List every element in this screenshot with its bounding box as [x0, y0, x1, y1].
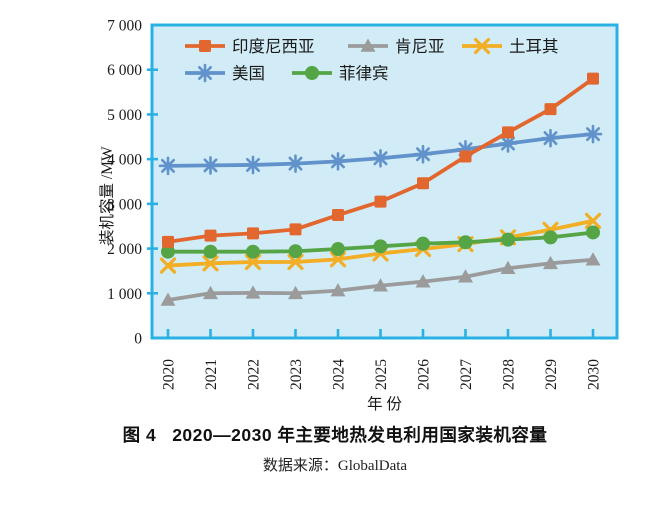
- marker-square: [502, 126, 514, 139]
- marker-asterisk: [286, 154, 305, 173]
- x-tick-label: 2030: [586, 359, 603, 390]
- y-tick-label: 2 000: [107, 241, 142, 258]
- marker-square: [204, 229, 217, 242]
- legend-item-5: 菲律宾: [292, 64, 389, 83]
- marker-square: [162, 235, 174, 248]
- marker-square: [247, 227, 259, 240]
- figure-title: 2020—2030 年主要地热发电利用国家装机容量: [172, 425, 548, 445]
- legend-label: 菲律宾: [339, 64, 389, 83]
- marker-circle: [161, 244, 175, 259]
- marker-x: [584, 212, 602, 229]
- series-4: [158, 124, 603, 176]
- marker-circle: [246, 244, 260, 259]
- data-source: 数据来源：GlobalData: [262, 458, 408, 474]
- legend-item-2: 肯尼亚: [348, 37, 445, 56]
- marker-asterisk: [195, 63, 215, 83]
- marker-x: [159, 257, 177, 274]
- marker-x: [287, 253, 304, 271]
- legend-item-4: 美国: [185, 63, 265, 83]
- marker-asterisk: [158, 156, 178, 176]
- y-tick-label: 3 000: [107, 196, 142, 213]
- marker-x: [202, 255, 219, 272]
- marker-triangle: [203, 285, 218, 300]
- marker-square: [332, 209, 344, 222]
- legend-label: 印度尼西亚: [232, 37, 315, 56]
- y-tick-label: 4 000: [107, 152, 142, 169]
- y-tick-label: 5 000: [107, 107, 142, 124]
- marker-triangle: [543, 255, 558, 270]
- marker-triangle: [500, 260, 516, 275]
- legend-item-1: 印度尼西亚: [185, 37, 315, 56]
- series-1: [162, 72, 599, 248]
- marker-circle: [331, 242, 345, 257]
- marker-asterisk: [583, 124, 603, 144]
- y-tick-label: 7 000: [107, 18, 142, 35]
- y-axis-title: 装机容量 /MW: [98, 146, 116, 245]
- marker-triangle: [360, 38, 376, 52]
- marker-circle: [203, 244, 218, 259]
- x-tick-label: 2020: [161, 359, 178, 390]
- marker-x: [473, 37, 491, 55]
- y-tick-label: 1 000: [107, 286, 142, 303]
- y-axis: 0 1 000 2 000 3 000 4 000 5 000 6 000 7 000: [107, 18, 158, 348]
- marker-asterisk: [371, 148, 390, 168]
- marker-triangle: [288, 285, 303, 300]
- marker-asterisk: [498, 134, 518, 153]
- legend-item-3: 土耳其: [462, 37, 559, 56]
- marker-triangle: [373, 278, 388, 292]
- marker-circle: [373, 239, 388, 254]
- marker-asterisk: [243, 155, 263, 175]
- x-tick-label: 2025: [373, 359, 390, 390]
- marker-asterisk: [201, 156, 220, 175]
- x-tick-label: 2024: [331, 359, 348, 390]
- figure-number: 图 4: [122, 425, 157, 445]
- marker-triangle: [585, 252, 601, 266]
- marker-circle: [543, 230, 558, 245]
- y-tick-label: 6 000: [107, 62, 142, 79]
- figure-caption: 图 4 2020—2030 年主要地热发电利用国家装机容量: [0, 422, 670, 447]
- legend-label: 土耳其: [509, 37, 559, 56]
- marker-square: [544, 103, 557, 116]
- marker-square: [459, 150, 472, 163]
- legend-label: 美国: [232, 64, 265, 83]
- marker-circle: [458, 235, 473, 250]
- marker-triangle: [458, 269, 473, 283]
- x-tick-label: 2022: [246, 359, 263, 390]
- x-axis-title: 年 份: [367, 395, 402, 413]
- marker-circle: [586, 225, 600, 240]
- marker-asterisk: [456, 140, 475, 159]
- marker-square: [374, 195, 387, 208]
- marker-circle: [305, 66, 319, 80]
- x-tick-label: 2027: [458, 359, 475, 390]
- x-tick-label: 2028: [501, 359, 518, 390]
- marker-square: [199, 40, 211, 52]
- y-tick-label: 0: [134, 331, 142, 348]
- series-5: [161, 225, 600, 259]
- series-2: [160, 252, 601, 306]
- x-axis: 2020 2021 2022 2023 2024 2025 2026 2027 2028 2029…: [161, 329, 603, 390]
- marker-asterisk: [413, 144, 433, 164]
- marker-triangle: [160, 292, 176, 306]
- marker-triangle: [245, 285, 261, 299]
- marker-circle: [416, 236, 430, 251]
- geothermal-capacity-line-chart: 0 1 000 2 000 3 000 4 000 5 000 6 000 7 000 2020…: [98, 18, 619, 413]
- x-tick-label: 2029: [543, 359, 560, 390]
- marker-circle: [501, 232, 515, 247]
- x-tick-label: 2026: [416, 359, 433, 390]
- marker-square: [587, 72, 599, 85]
- marker-asterisk: [541, 128, 560, 148]
- marker-triangle: [330, 283, 346, 297]
- marker-square: [417, 177, 429, 190]
- marker-triangle: [415, 274, 431, 288]
- marker-asterisk: [328, 152, 348, 171]
- legend-label: 肯尼亚: [395, 37, 445, 56]
- x-tick-label: 2021: [203, 359, 220, 390]
- marker-circle: [288, 244, 303, 259]
- x-tick-label: 2023: [288, 359, 305, 390]
- marker-x: [244, 253, 262, 271]
- marker-x: [329, 251, 347, 268]
- marker-square: [289, 223, 302, 236]
